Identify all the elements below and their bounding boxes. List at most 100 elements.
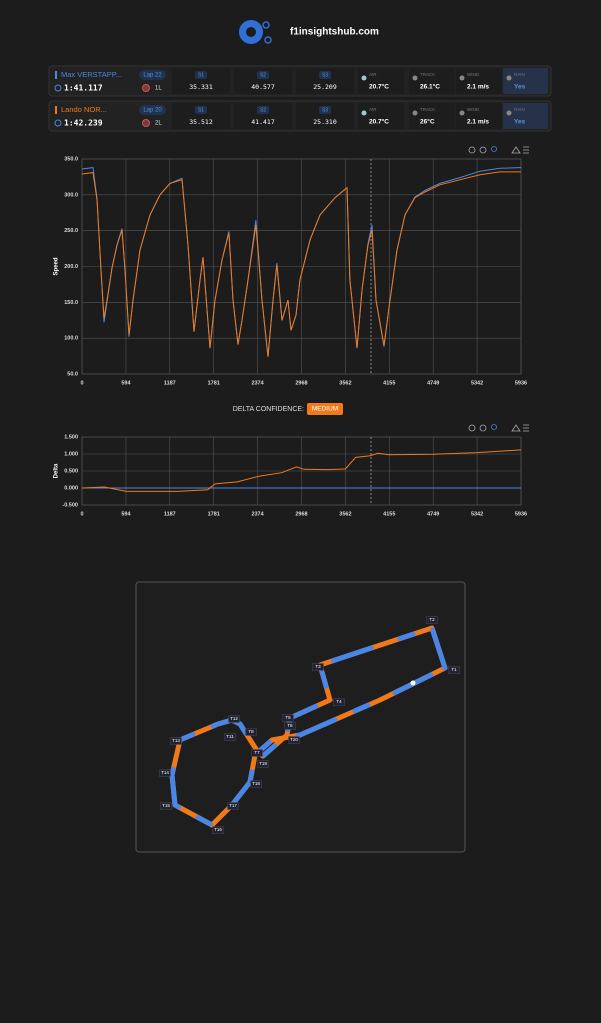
tyre: 2L <box>155 121 162 127</box>
weather-value: Yes <box>514 84 526 91</box>
weather-icon <box>459 75 465 81</box>
corner-badge <box>159 769 171 777</box>
x-tick-label: 594 <box>121 511 131 517</box>
driver-color <box>55 71 57 79</box>
x-tick-label: 3562 <box>339 380 351 386</box>
lap-time: 1:42.239 <box>64 119 103 128</box>
sector-time: 25.209 <box>313 83 337 91</box>
weather-cell <box>409 103 455 129</box>
weather-value: 26.1°C <box>420 83 440 91</box>
x-tick-label: 2968 <box>295 511 307 517</box>
sector-badge <box>319 71 331 79</box>
x-tick-label: 2374 <box>251 380 264 386</box>
weather-icon <box>361 110 367 116</box>
sector-label: S2 <box>260 107 266 113</box>
sector-time: 40.577 <box>251 83 275 91</box>
weather-icon <box>506 75 512 81</box>
corner-label: T3 <box>315 664 321 669</box>
corner-badge <box>245 728 257 736</box>
corner-label: T16 <box>214 827 222 832</box>
weather-value: 26°C <box>420 118 435 126</box>
corner-label: T17 <box>229 803 237 808</box>
x-tick-label: 4749 <box>427 380 439 386</box>
corner-label: T18 <box>252 781 260 786</box>
clock-icon <box>54 84 62 92</box>
x-tick-label: 5342 <box>471 511 483 517</box>
y-tick-label: 50.0 <box>67 371 78 377</box>
confidence-badge <box>307 403 343 415</box>
x-tick-label: 3562 <box>339 511 351 517</box>
corner-badge <box>282 714 294 722</box>
y-tick-label: 150.0 <box>64 300 78 306</box>
weather-label: RAIN <box>514 72 525 77</box>
tyre-icon <box>142 119 150 127</box>
weather-icon <box>412 110 418 116</box>
corner-label: T4 <box>336 699 342 704</box>
corner-badge <box>251 749 263 757</box>
lap: Lap 20 <box>143 108 162 114</box>
confidence-level: MEDIUM <box>312 406 338 413</box>
sector-badge <box>319 106 331 114</box>
corner-badge <box>212 826 224 834</box>
weather-icon <box>361 75 367 81</box>
corner-label: T20 <box>290 737 298 742</box>
weather-value: 2.1 m/s <box>467 84 489 91</box>
weather-label: TRACK <box>420 72 435 77</box>
corner-label: T8 <box>248 729 254 734</box>
corner-label: T12 <box>230 716 238 721</box>
driver-color <box>55 106 57 114</box>
x-tick-label: 4155 <box>383 511 395 517</box>
corner-label: T15 <box>162 803 170 808</box>
y-tick-label: 250.0 <box>64 228 78 234</box>
corner-badge <box>228 715 240 723</box>
corner-badge <box>250 780 262 788</box>
lap-badge <box>139 105 166 115</box>
corner-badge <box>288 736 300 744</box>
y-tick-label: -0.500 <box>62 502 78 508</box>
corner-badge <box>224 733 236 741</box>
corner-badge <box>160 802 172 810</box>
x-tick-label: 1187 <box>164 380 176 386</box>
corner-badge <box>170 737 182 745</box>
x-tick-label: 0 <box>80 380 83 386</box>
tyre: 1L <box>155 86 162 92</box>
weather-label: RAIN <box>514 107 525 112</box>
weather-icon <box>506 110 512 116</box>
sector-time: 25.310 <box>313 118 337 126</box>
corner-label: T6 <box>287 723 293 728</box>
tyre-icon <box>142 84 150 92</box>
x-tick-label: 1781 <box>208 380 220 386</box>
x-tick-label: 1187 <box>164 511 176 517</box>
corner-badge <box>333 698 345 706</box>
x-tick-label: 4155 <box>383 380 395 386</box>
y-tick-label: 200.0 <box>64 264 78 270</box>
sector-badge <box>195 106 207 114</box>
corner-badge <box>448 666 460 674</box>
y-tick-label: 0.000 <box>64 485 78 491</box>
weather-value: Yes <box>514 119 526 126</box>
x-tick-label: 2374 <box>251 511 264 517</box>
driver-name: Lando NOR... <box>61 105 107 114</box>
corner-badge <box>312 663 324 671</box>
sector-label: S3 <box>322 107 328 113</box>
weather-label: WIND <box>467 107 480 112</box>
corner-label: T2 <box>429 617 435 622</box>
x-tick-label: 594 <box>121 380 131 386</box>
y-tick-label: 350.0 <box>64 156 78 162</box>
corner-label: T5 <box>285 715 291 720</box>
weather-cell <box>456 68 502 94</box>
sector-badge <box>257 106 269 114</box>
sector-badge <box>195 71 207 79</box>
weather-cell <box>503 103 548 129</box>
weather-value: 20.7°C <box>369 83 389 91</box>
y-axis-label: Delta <box>54 463 60 478</box>
weather-cell <box>456 103 502 129</box>
weather-label: AIR <box>369 107 377 112</box>
corner-badge <box>257 760 269 768</box>
sector-label: S2 <box>260 72 266 78</box>
logo <box>239 20 272 44</box>
corner-label: T7 <box>254 750 260 755</box>
y-tick-label: 1.000 <box>64 451 78 457</box>
